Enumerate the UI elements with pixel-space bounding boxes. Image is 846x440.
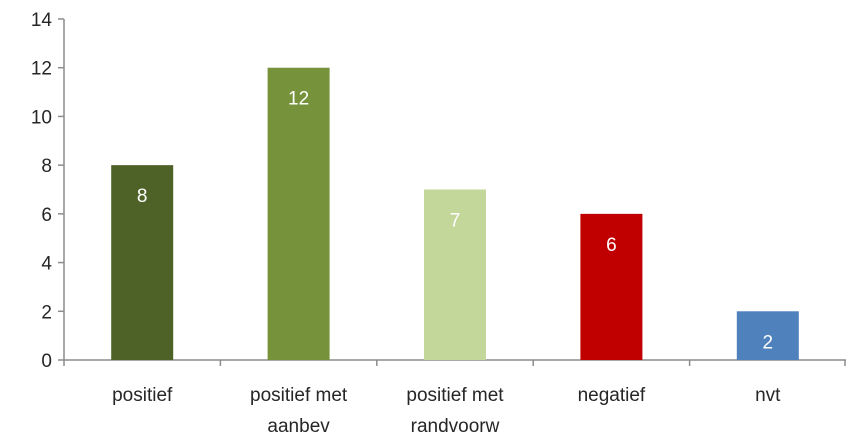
x-tick-label: positief met — [406, 385, 504, 406]
bar — [424, 189, 486, 360]
y-tick-label: 6 — [41, 205, 52, 226]
x-tick-label: negatief — [578, 385, 646, 406]
x-tick-label: nvt — [755, 385, 781, 406]
x-tick-label: randvoorw — [411, 416, 500, 437]
x-tick-label: positief met — [250, 385, 348, 406]
y-tick-label: 10 — [31, 107, 52, 128]
data-label: 2 — [763, 332, 774, 353]
category-labels: positief positief met aanbev positief met ra… — [112, 385, 781, 437]
data-label: 6 — [606, 235, 617, 256]
y-tick-label: 2 — [41, 302, 52, 323]
data-label: 8 — [137, 186, 148, 207]
bar — [111, 165, 174, 360]
bar — [580, 213, 643, 360]
y-tick-label: 14 — [31, 10, 53, 31]
y-tick-label: 4 — [41, 254, 52, 275]
data-label: 12 — [288, 89, 309, 110]
data-labels: 8 12 7 6 2 — [137, 89, 773, 354]
y-tick-label: 8 — [41, 156, 52, 177]
y-tick-label: 0 — [41, 351, 52, 372]
bar — [736, 311, 799, 360]
bar — [267, 67, 330, 360]
y-tick-label: 12 — [31, 59, 52, 80]
bars — [111, 67, 799, 360]
y-axis: 0 2 4 6 8 10 12 14 — [31, 10, 65, 372]
x-tick-label: aanbev — [267, 416, 330, 437]
data-label: 7 — [450, 211, 461, 232]
x-axis — [63, 359, 846, 366]
x-tick-label: positief — [112, 385, 173, 406]
